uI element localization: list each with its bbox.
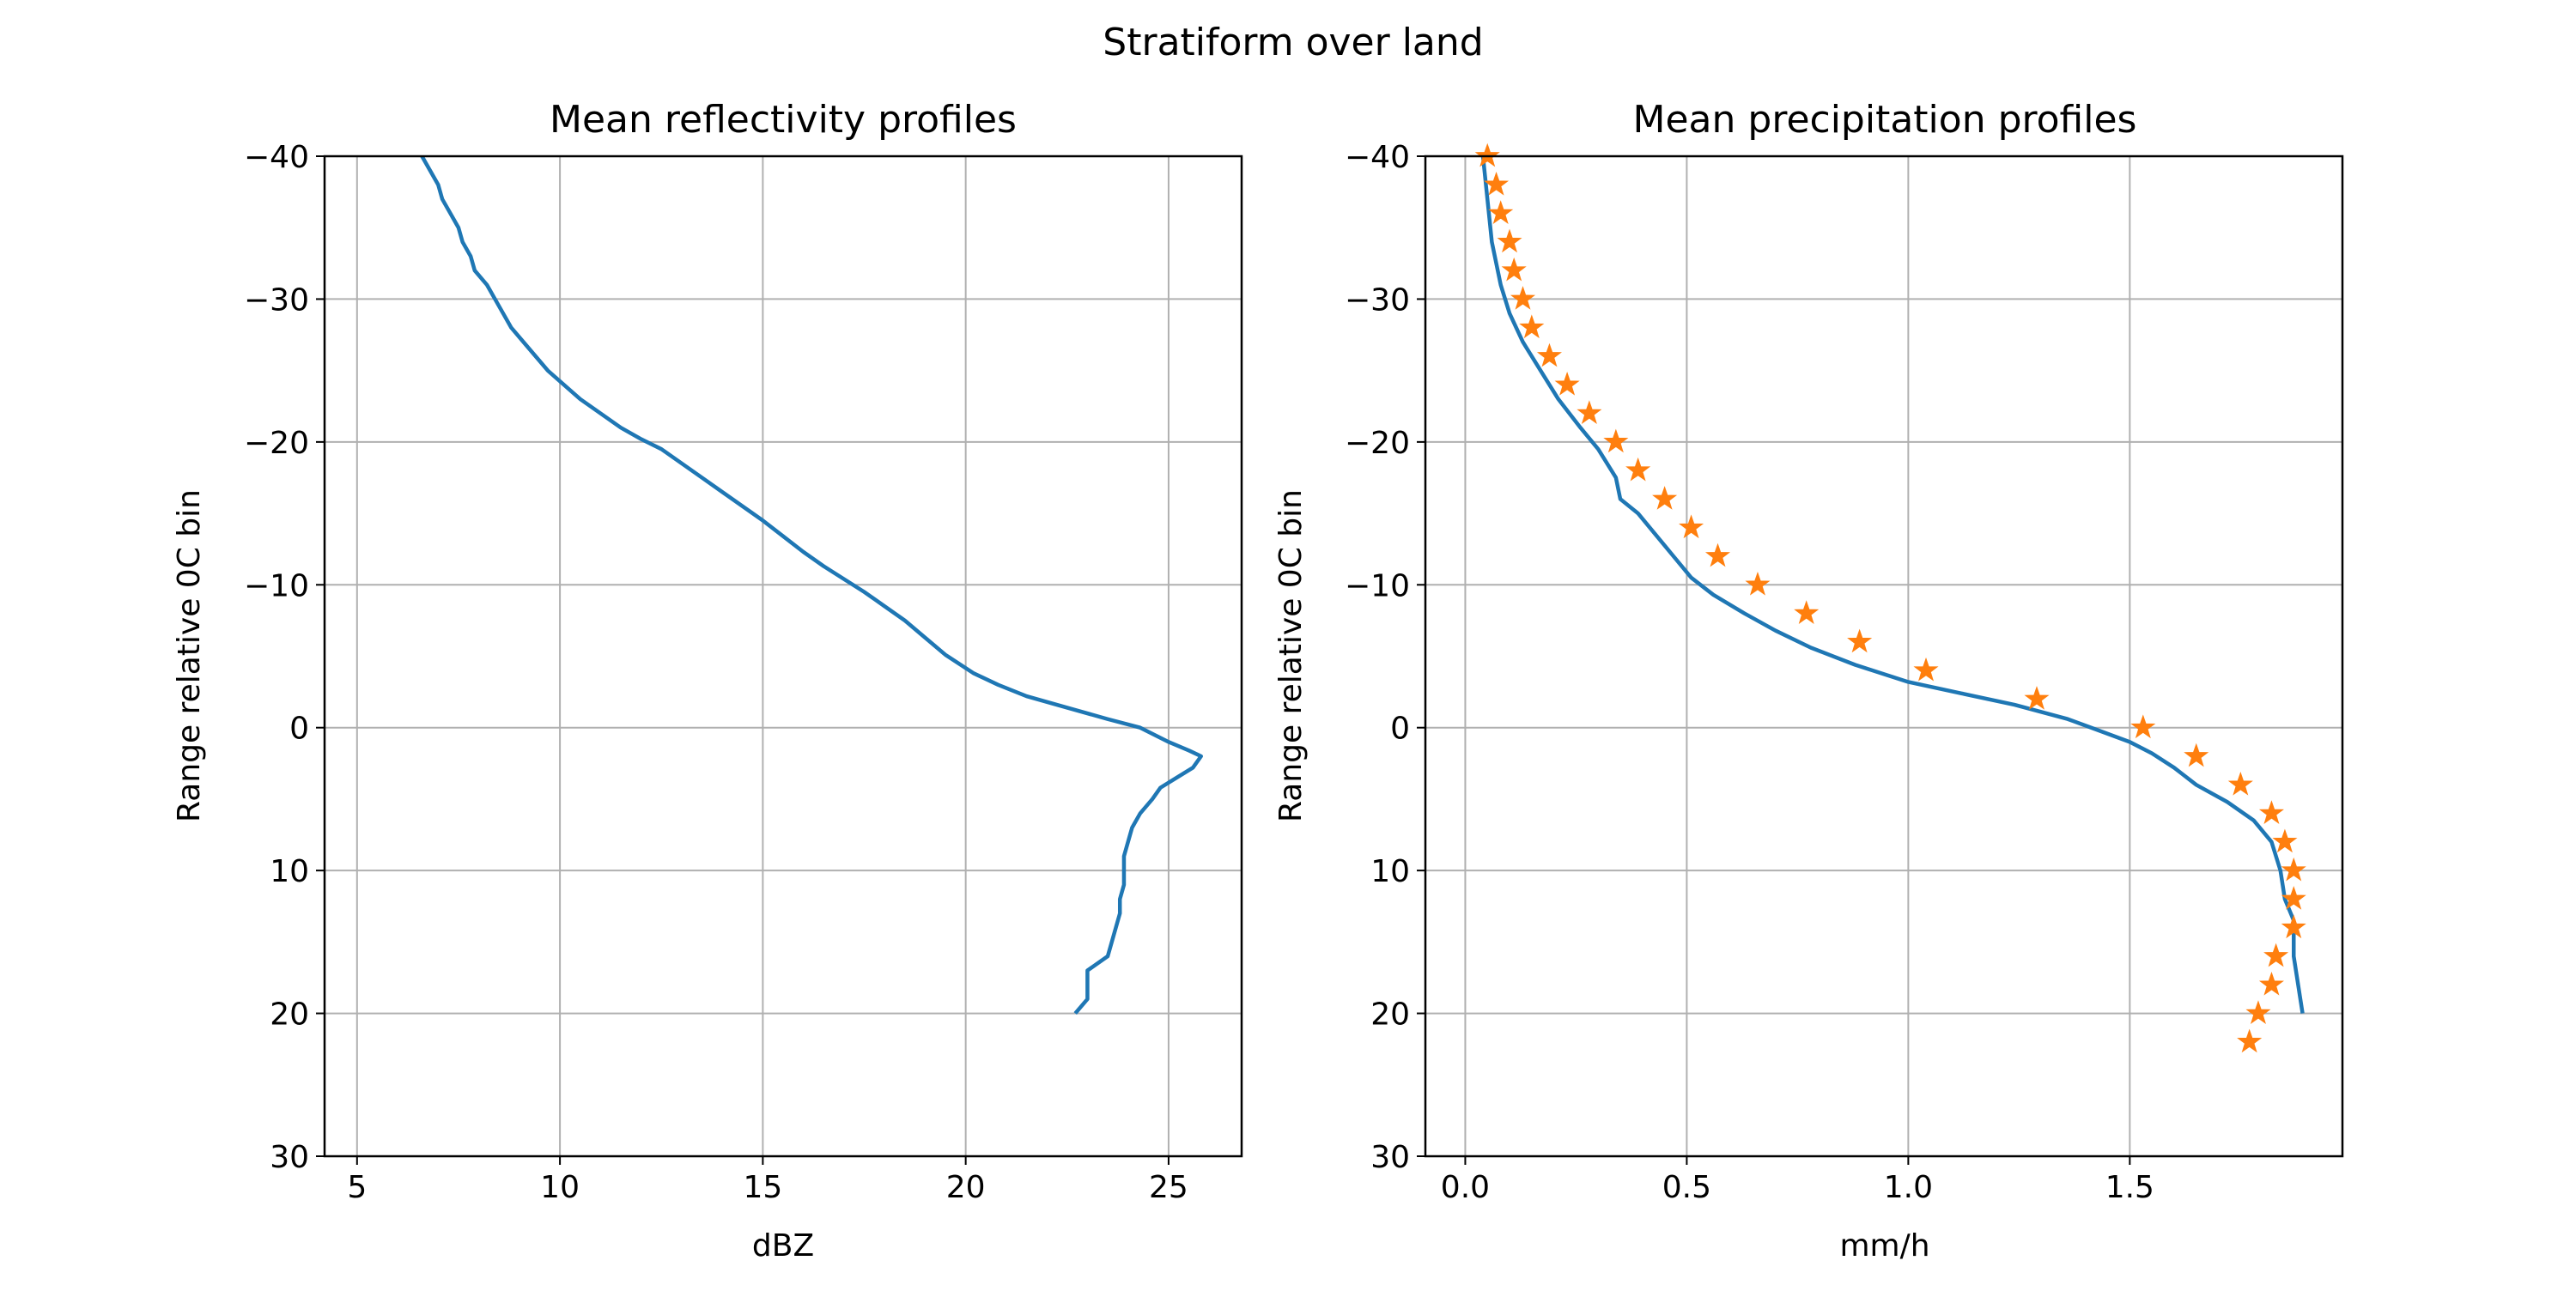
reflectivity-xtick-label: 15 (743, 1170, 782, 1205)
precipitation-xtick-label: 0.0 (1441, 1170, 1490, 1205)
precipitation-series-1-star-point (1913, 657, 1939, 682)
subplot-precipitation: Mean precipitation profiles 0.0 0.5 1.0 1.5… (1273, 98, 2344, 1264)
precipitation-xtick-label: 0.5 (1662, 1170, 1711, 1205)
reflectivity-ytick-label: −40 (244, 140, 309, 175)
subplot-precipitation-ticks: 0.0 0.5 1.0 1.5 −40 −30 −20 −10 0 10 20 30 (1345, 140, 2154, 1205)
precipitation-series-0-line (1480, 155, 2305, 1014)
precipitation-series-1-star-point (1704, 542, 1731, 567)
precipitation-series-1-star-point (2272, 828, 2298, 853)
subplot-precipitation-ylabel: Range relative 0C bin (1273, 489, 1309, 822)
precipitation-series-1-star-point (1577, 400, 1602, 424)
precipitation-xtick-label: 1.0 (1884, 1170, 1933, 1205)
precipitation-series-1-star-point (2258, 972, 2284, 996)
precipitation-series-1-star-point (1488, 200, 1514, 224)
precipitation-series-1-star-point (2245, 1000, 2271, 1024)
subplot-reflectivity-xlabel: dBZ (752, 1228, 814, 1264)
precipitation-series-1-star-point (1497, 228, 1522, 253)
precipitation-ytick-label: 10 (1370, 854, 1410, 889)
precipitation-series-1-star-point (1519, 314, 1545, 339)
precipitation-series-1-star-point (1510, 286, 1536, 310)
precipitation-xtick-label: 1.5 (2105, 1170, 2154, 1205)
reflectivity-ytick-label: 20 (270, 997, 309, 1033)
figure-suptitle: Stratiform over land (1103, 21, 1483, 64)
precipitation-series-1-star-point (1501, 257, 1527, 282)
subplot-reflectivity-ylabel: Range relative 0C bin (172, 489, 207, 822)
precipitation-series-1-star-point (2258, 800, 2284, 824)
precipitation-series-1-star-point (1536, 342, 1563, 367)
subplot-reflectivity-frame (323, 155, 1243, 1158)
precipitation-ytick-label: −10 (1345, 568, 1410, 603)
subplot-precipitation-xlabel: mm/h (1839, 1228, 1929, 1264)
precipitation-ytick-label: −20 (1345, 426, 1410, 461)
subplot-reflectivity-series (420, 155, 1203, 1015)
precipitation-series-1-star-point (1794, 600, 1820, 624)
reflectivity-ytick-label: 30 (270, 1140, 309, 1175)
precipitation-series-1-star-point (2227, 772, 2253, 796)
reflectivity-ytick-label: 0 (289, 712, 309, 747)
precipitation-series-1-star-point (1554, 372, 1580, 396)
subplot-reflectivity-title: Mean reflectivity profiles (550, 98, 1017, 142)
precipitation-series-1-star-point (2184, 742, 2209, 767)
precipitation-series-1-star-point (2263, 942, 2289, 967)
precipitation-ytick-label: −30 (1345, 282, 1410, 318)
precipitation-series-1-star-point (2130, 714, 2156, 739)
precipitation-series-1-star-point (2281, 886, 2306, 910)
subplot-precipitation-frame (1424, 155, 2344, 1158)
precipitation-series-1-star-point (1745, 572, 1771, 596)
precipitation-series-1-star-point (2237, 1028, 2263, 1053)
reflectivity-ytick-label: −30 (244, 282, 309, 318)
precipitation-series-1-star-point (1847, 628, 1873, 653)
reflectivity-ytick-label: 10 (270, 854, 309, 889)
precipitation-ytick-label: 20 (1370, 997, 1410, 1033)
precipitation-series-1-star-point (2281, 914, 2306, 939)
precipitation-series-1-star-point (1603, 428, 1629, 453)
reflectivity-ytick-label: −20 (244, 426, 309, 461)
reflectivity-xtick-label: 5 (347, 1170, 367, 1205)
subplot-precipitation-series (1474, 142, 2306, 1053)
precipitation-series-1-star-point (1679, 514, 1704, 539)
subplot-precipitation-title: Mean precipitation profiles (1633, 98, 2137, 142)
subplot-reflectivity: Mean reflectivity profiles 5 10 15 20 25 −40 −… (172, 98, 1243, 1264)
reflectivity-xtick-label: 10 (540, 1170, 580, 1205)
reflectivity-series-0-line (420, 155, 1203, 1015)
reflectivity-xtick-label: 20 (946, 1170, 986, 1205)
reflectivity-xtick-label: 25 (1149, 1170, 1188, 1205)
precipitation-series-1-star-point (1652, 486, 1678, 510)
precipitation-series-1-star-point (1484, 172, 1510, 196)
precipitation-series-1-star-point (2024, 686, 2050, 710)
precipitation-ytick-label: 30 (1370, 1140, 1410, 1175)
precipitation-series-1-star-point (2281, 857, 2306, 882)
subplot-reflectivity-ticks: 5 10 15 20 25 −40 −30 −20 −10 0 10 20 30 (244, 140, 1188, 1205)
reflectivity-ytick-label: −10 (244, 568, 309, 603)
precipitation-series-1-star-point (1625, 457, 1651, 482)
precipitation-ytick-label: 0 (1390, 712, 1410, 747)
precipitation-ytick-label: −40 (1345, 140, 1410, 175)
